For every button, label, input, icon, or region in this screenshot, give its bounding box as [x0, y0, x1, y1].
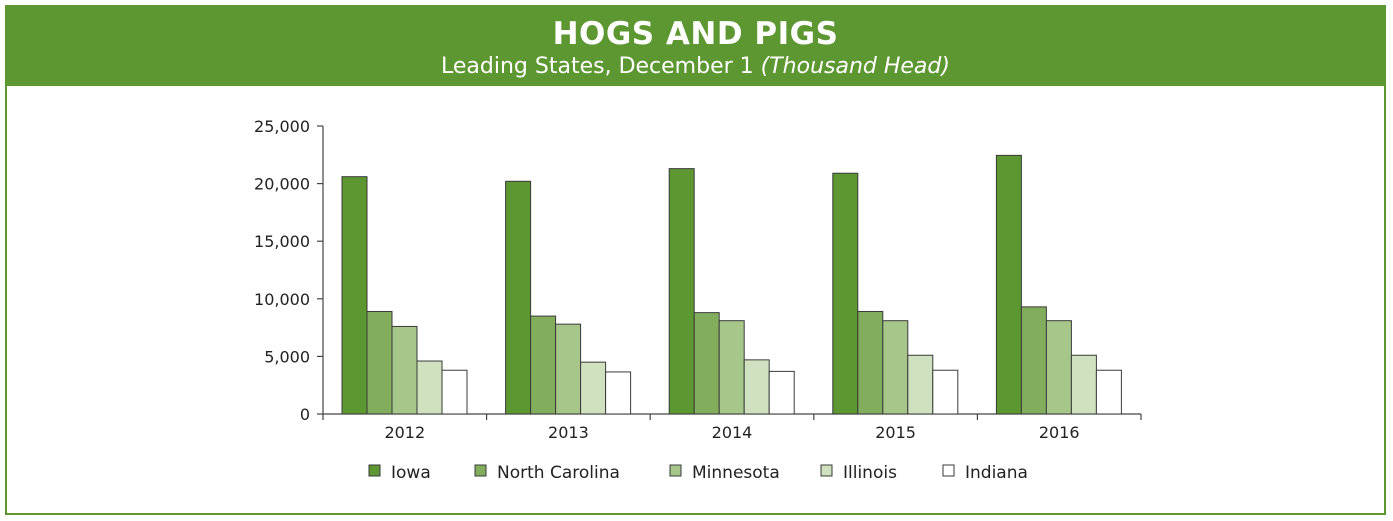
bar-iowa-2014	[668, 168, 695, 415]
chart-header: HOGS AND PIGS Leading States, December 1…	[7, 7, 1384, 86]
bar-illinois-2014	[743, 359, 770, 415]
y-tick-label: 25,000	[254, 117, 310, 136]
chart-frame: HOGS AND PIGS Leading States, December 1…	[5, 5, 1386, 515]
bar-illinois-2016	[1070, 354, 1097, 415]
bar-minnesota-2013	[555, 323, 582, 415]
bar-iowa-2016	[995, 154, 1022, 415]
bar-indiana-2013	[605, 371, 632, 415]
x-tick-label: 2013	[548, 423, 589, 442]
x-tick-label: 2015	[875, 423, 916, 442]
bar-minnesota-2014	[718, 320, 745, 415]
bar-iowa-2013	[505, 180, 532, 415]
chart-subtitle: Leading States, December 1 (Thousand Hea…	[7, 53, 1384, 81]
chart-title: HOGS AND PIGS	[552, 16, 839, 52]
bar-iowa-2012	[341, 176, 368, 415]
bar-illinois-2015	[907, 354, 934, 415]
x-tick-label: 2014	[712, 423, 753, 442]
subtitle-text: Leading States, December 1	[441, 54, 754, 79]
bar-iowa-2015	[832, 172, 859, 415]
y-tick-label: 15,000	[254, 232, 310, 251]
bar-north-carolina-2014	[693, 312, 720, 415]
bar-north-carolina-2016	[1020, 306, 1047, 415]
chart-bars	[341, 154, 1122, 415]
bar-illinois-2012	[416, 360, 443, 415]
legend-label-indiana: Indiana	[965, 463, 1028, 483]
legend-swatch-north-carolina	[474, 464, 487, 477]
bar-indiana-2016	[1095, 369, 1122, 415]
legend-label-minnesota: Minnesota	[692, 463, 780, 483]
bar-north-carolina-2015	[857, 310, 884, 415]
y-tick-label: 10,000	[254, 290, 310, 309]
legend-swatch-iowa	[368, 464, 381, 477]
legend-swatch-illinois	[820, 464, 833, 477]
bar-north-carolina-2013	[530, 315, 557, 415]
y-tick-label: 5,000	[264, 347, 310, 366]
bar-minnesota-2015	[882, 320, 909, 415]
bar-illinois-2013	[580, 361, 607, 415]
bar-indiana-2015	[932, 369, 959, 415]
y-tick-label: 0	[300, 405, 310, 424]
legend-label-north-carolina: North Carolina	[497, 463, 620, 483]
bar-north-carolina-2012	[366, 310, 393, 415]
bar-indiana-2012	[441, 369, 468, 415]
y-tick-label: 20,000	[254, 175, 310, 194]
x-tick-label: 2012	[384, 423, 425, 442]
legend-label-iowa: Iowa	[391, 463, 431, 483]
legend-label-illinois: Illinois	[843, 463, 897, 483]
bar-minnesota-2012	[391, 325, 418, 415]
legend-swatch-minnesota	[669, 464, 682, 477]
x-tick-label: 2016	[1039, 423, 1080, 442]
bar-minnesota-2016	[1045, 320, 1072, 415]
chart-legend: Iowa North Carolina Minnesota Illinois India…	[368, 463, 1028, 483]
bar-indiana-2014	[768, 370, 795, 415]
subtitle-unit: (Thousand Head)	[760, 54, 950, 79]
legend-swatch-indiana	[942, 464, 955, 477]
